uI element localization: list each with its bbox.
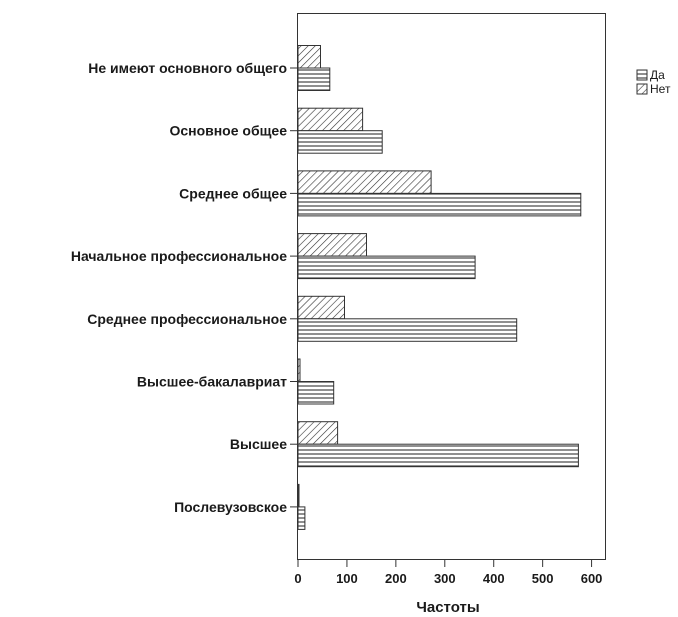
category-label-2: Среднее общее: [179, 185, 287, 201]
x-tick-label-4: 400: [483, 571, 505, 586]
bar-нет-2: [297, 170, 432, 194]
bar-да-3: [297, 255, 476, 280]
bar-нет-7: [297, 483, 300, 508]
x-tick-label-1: 100: [336, 571, 358, 586]
legend-label-нет: Нет: [650, 82, 671, 96]
category-label-4: Среднее профессиональное: [87, 311, 287, 327]
category-labels: Не имеют основного общего Основное общее С…: [71, 60, 298, 515]
category-label-1: Основное общее: [169, 123, 287, 139]
x-tick-label-3: 300: [434, 571, 456, 586]
bar-да-0: [297, 67, 331, 91]
bar-нет-1: [297, 107, 364, 132]
legend-label-да: Да: [650, 68, 665, 82]
x-axis: 0 100 200 300 400 500 600: [294, 560, 602, 586]
category-label-7: Послевузовское: [174, 499, 287, 515]
bar-нет-4: [297, 295, 345, 320]
category-label-3: Начальное профессиональное: [71, 248, 287, 264]
x-tick-label-5: 500: [532, 571, 554, 586]
bar-да-4: [297, 318, 518, 342]
legend-swatch-нет: [636, 83, 648, 95]
bar-да-6: [297, 443, 579, 468]
bar-нет-0: [297, 45, 321, 69]
bars-group: [297, 45, 582, 530]
bar-да-7: [297, 506, 306, 530]
bar-нет-3: [297, 233, 367, 257]
x-axis-title: Частоты: [416, 599, 479, 616]
bar-нет-6: [297, 421, 339, 445]
category-label-6: Высшее: [230, 436, 287, 452]
x-tick-label-0: 0: [294, 571, 301, 586]
x-tick-label-6: 600: [581, 571, 603, 586]
bar-нет-5: [297, 358, 301, 382]
category-label-5: Высшее-бакалавриат: [137, 374, 287, 390]
bar-да-5: [297, 381, 335, 405]
plot-frame: [297, 13, 606, 560]
category-label-0: Не имеют основного общего: [88, 60, 287, 76]
x-tick-label-2: 200: [385, 571, 407, 586]
bar-да-1: [297, 130, 383, 154]
bar-да-2: [297, 192, 582, 217]
legend-swatch-да: [636, 69, 648, 81]
